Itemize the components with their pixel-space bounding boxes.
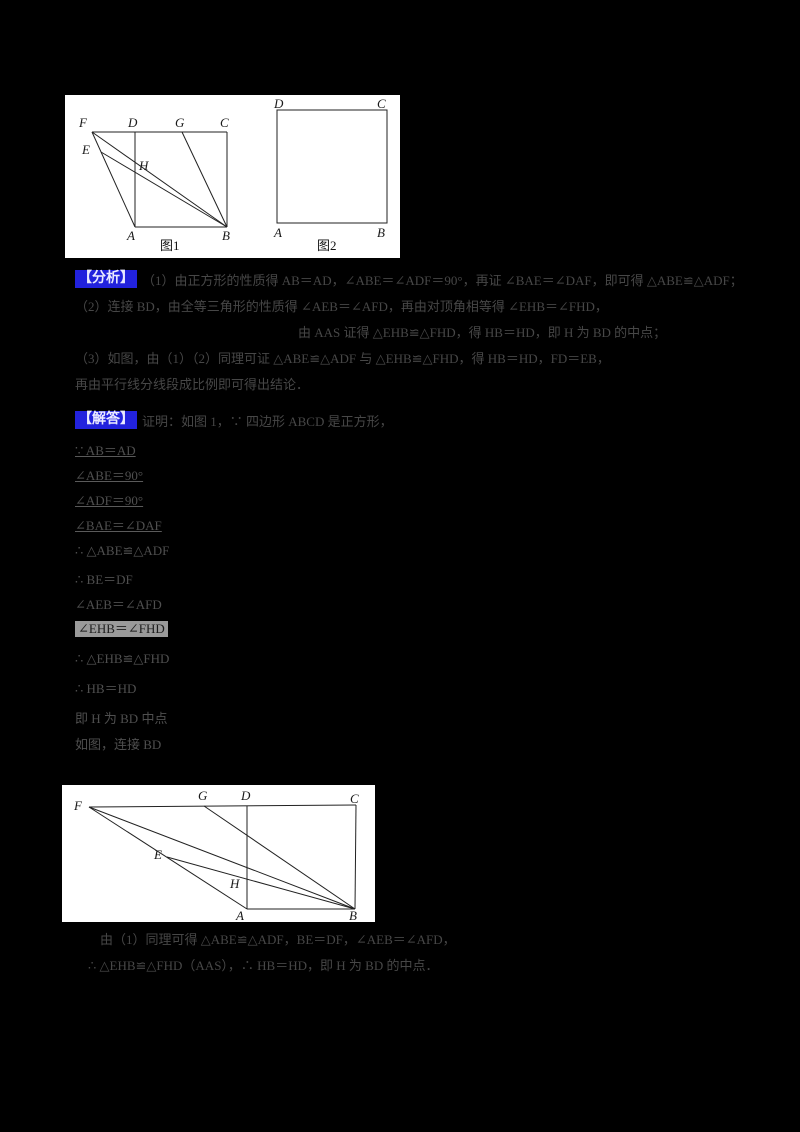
fig2-caption: 图2 — [317, 238, 337, 253]
figure3-drawing — [88, 804, 357, 910]
fig3-label-D: D — [241, 788, 251, 803]
analysis-line-1: （1）由正方形的性质得 AB＝AD，∠ABE＝∠ADF＝90°，再证 ∠BAE＝… — [142, 273, 743, 288]
figure1-figure2-drawing — [91, 109, 388, 228]
fig1-label-G: G — [175, 115, 185, 130]
solution-step: ∠ADF＝90° — [75, 493, 144, 508]
solution-step: ∵ AB＝AD — [75, 443, 136, 458]
fig1-label-E: E — [82, 142, 90, 157]
solution-step: 如图，连接 BD — [75, 737, 162, 752]
fig3-lines — [88, 804, 357, 910]
fig2-label-C: C — [377, 96, 386, 111]
solution-step-highlighted: ∠EHB＝∠FHD — [75, 621, 168, 637]
fig3-label-G: G — [198, 788, 208, 803]
fig1-label-A: A — [127, 228, 135, 243]
solution-step: ∴ △EHB≌△FHD — [75, 651, 170, 666]
fig3-label-F: F — [74, 798, 82, 813]
fig2-lines — [276, 109, 388, 224]
solution-step: ∴ △ABE≌△ADF — [75, 543, 170, 558]
solution-tag: 【解答】 — [75, 411, 137, 429]
fig1-label-B: B — [222, 228, 230, 243]
solution-step: ∴ BE＝DF — [75, 572, 133, 587]
solution-step: ∠AEB＝∠AFD — [75, 597, 162, 612]
fig3-label-H: H — [230, 876, 240, 891]
fig1-label-F: F — [79, 115, 87, 130]
fig1-label-C: C — [220, 115, 229, 130]
solution-step: ∠ABE＝90° — [75, 468, 144, 483]
fig2-label-D: D — [274, 96, 284, 111]
figure-panel-bottom: F G D C E H A B — [62, 785, 375, 922]
fig3-label-A: A — [236, 908, 244, 923]
solution-step: 即 H 为 BD 中点 — [75, 711, 168, 726]
solution-intro: 证明：如图 1，∵ 四边形 ABCD 是正方形， — [142, 414, 393, 429]
fig3-label-C: C — [350, 791, 359, 806]
figure-panel-top: F D G C E H A B 图1 D C A B 图2 — [65, 95, 400, 258]
fig1-lines — [91, 131, 228, 228]
analysis-line-5: 再由平行线分线段成比例即可得出结论． — [75, 377, 310, 392]
fig3-label-E: E — [154, 847, 162, 862]
analysis-line-2: （2）连接 BD，由全等三角形的性质得 ∠AEB＝∠AFD，再由对顶角相等得 ∠… — [75, 299, 608, 314]
solution-step: ∠BAE＝∠DAF — [75, 518, 162, 533]
fig3-label-B: B — [349, 908, 357, 923]
fig1-caption: 图1 — [160, 238, 180, 253]
footer-line-1: 由（1）同理可得 △ABE≌△ADF，BE＝DF，∠AEB＝∠AFD， — [100, 932, 456, 947]
fig1-label-D: D — [128, 115, 138, 130]
fig2-label-A: A — [274, 225, 282, 240]
fig2-label-B: B — [377, 225, 385, 240]
analysis-line-3: 由 AAS 证得 △EHB≌△FHD，得 HB＝HD，即 H 为 BD 的中点； — [298, 325, 667, 340]
analysis-tag: 【分析】 — [75, 270, 137, 288]
footer-line-2: ∴ △EHB≌△FHD（AAS），∴ HB＝HD，即 H 为 BD 的中点． — [88, 958, 439, 973]
analysis-line-4: （3）如图，由（1）（2）同理可证 △ABE≌△ADF 与 △EHB≌△FHD，… — [75, 351, 610, 366]
solution-step: ∴ HB＝HD — [75, 681, 137, 696]
fig1-label-H: H — [139, 158, 149, 173]
